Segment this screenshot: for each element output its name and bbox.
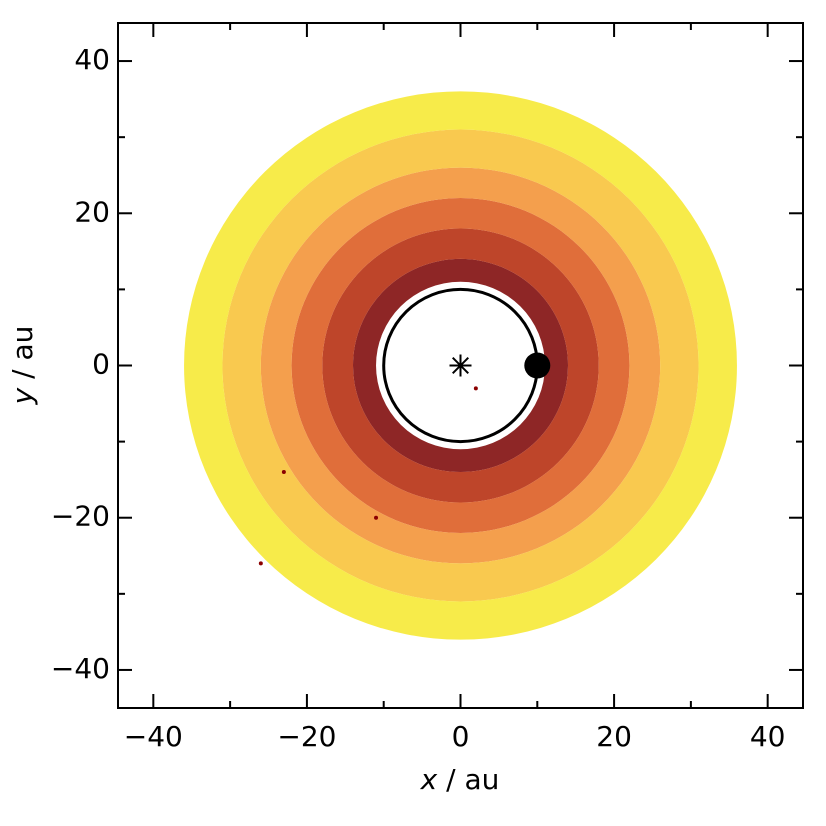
x-axis-label: x / au (420, 763, 500, 796)
y-label-symbol: y (6, 387, 39, 405)
y-tick-label: 40 (74, 43, 110, 76)
x-label-symbol: x (420, 763, 438, 796)
y-tick-label: 20 (74, 195, 110, 228)
x-tick-label: 40 (750, 720, 786, 753)
star (449, 354, 472, 377)
particle (473, 386, 478, 391)
x-label-unit: / au (446, 763, 499, 796)
particle (281, 470, 286, 475)
particle (374, 515, 379, 520)
y-tick-label: −20 (51, 500, 110, 533)
x-tick-label: −40 (124, 720, 183, 753)
x-tick-label: 20 (596, 720, 632, 753)
x-tick-label: 0 (452, 720, 470, 753)
y-label-unit: / au (6, 326, 39, 379)
planet (524, 352, 551, 379)
star-stroke (452, 357, 469, 374)
y-tick-label: −40 (51, 652, 110, 685)
particle (258, 561, 263, 566)
y-tick-label: 0 (92, 348, 110, 381)
y-axis-label: y / au (6, 326, 39, 406)
x-tick-label: −20 (277, 720, 336, 753)
